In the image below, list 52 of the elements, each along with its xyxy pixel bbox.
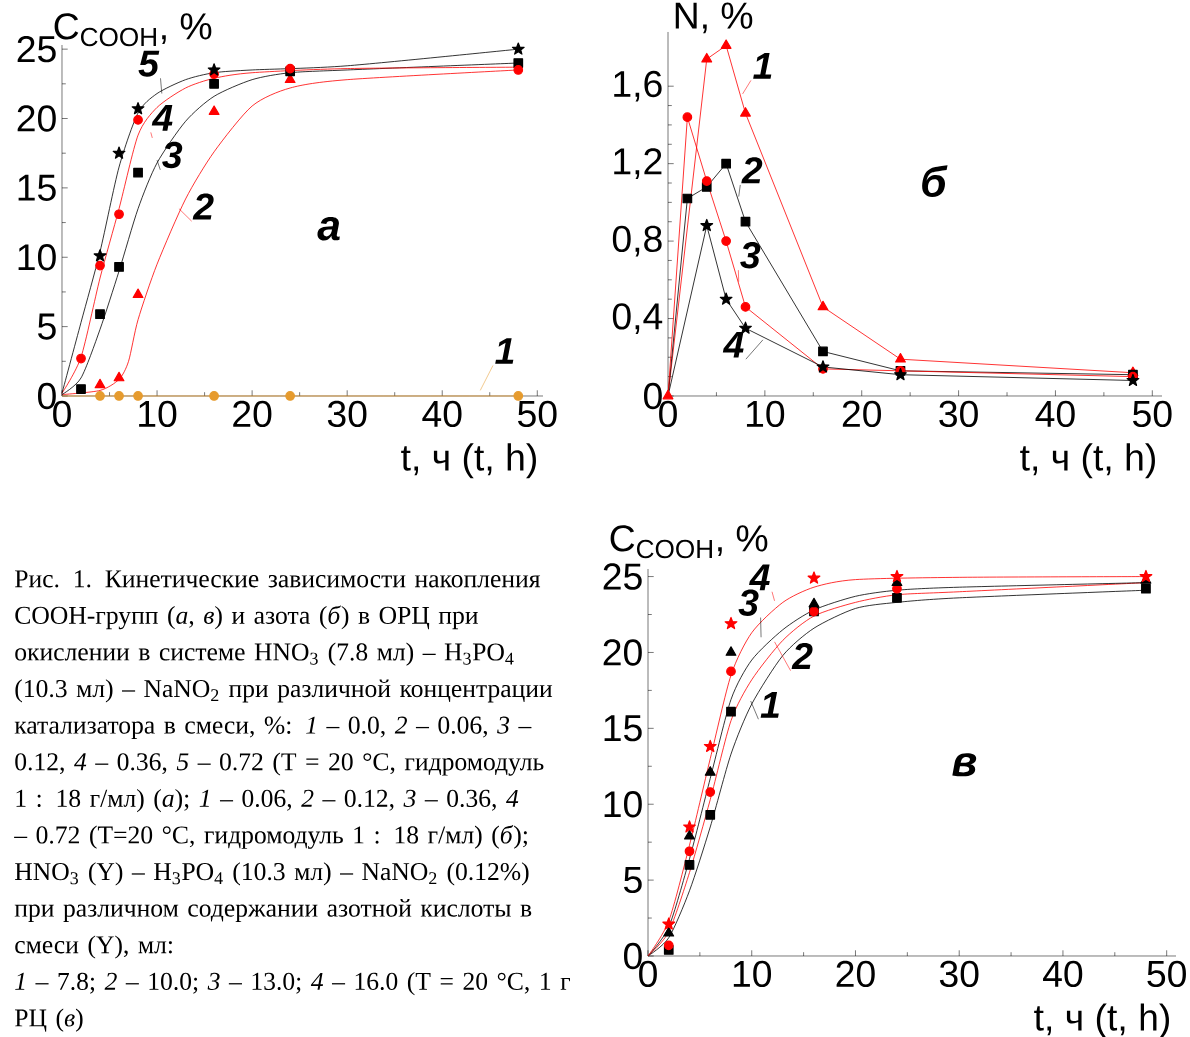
y-axis-title: N, % — [675, 2, 753, 34]
text: Рис. 1. Кинетические зависимости накопления СООН-групп (а, в) и азота (б) в ОРЦ при окислении в системе HNO$_{3}$ (7.8 мл) – H$_{3}$PO$_{4}$ (10.3 мл) – NaNO$_{2}$ при различной концентрации катализатора в смеси, %: 1 – 0.0, 2 – 0.06, 3 – 0.12, 4 – 0.36, 5 – 0.72 (T = 20 °C, гидромодуль 1 : 18 г/мл) (а); 1 – 0.06, 2 – 0.12, 3 – 0.36, 4 – 0.72 (T=20 °C, гидромодуль 1 : 18 г/мл) (б); HNO$_{3}$ (Y) – H$_{3}$PO$_{4}$ (10.3 мл) – NaNO$_{2}$ (0.12%) при различном содержании азотной кислоты в смеси (Y), мл: — [14, 570, 553, 959]
legend-label: 3 — [162, 141, 183, 169]
x-tick-label: 30 — [327, 400, 367, 428]
y-axis-title: C$_{COOH}$, % — [54, 13, 212, 47]
y-tick-label: 1,6 — [614, 70, 662, 102]
y-tick-label: 20 — [17, 105, 56, 132]
annotation: б — [922, 165, 948, 197]
x-axis-title: t, ч (t, h) — [401, 443, 536, 479]
legend-label: 2 — [741, 157, 763, 184]
x-tick-label: 20 — [836, 960, 875, 988]
y-tick-label: 0,8 — [612, 225, 662, 257]
series-label: 2 — [791, 643, 813, 670]
y-tick-label: 25 — [17, 35, 56, 63]
legend-label: 2 — [192, 193, 214, 220]
x-tick-label: 30 — [939, 400, 978, 428]
y-tick-label: 0,4 — [612, 303, 663, 334]
text: 1 – 7.8; 2 – 10.0; 3 – 13.0; 4 – 16.0 (T = 20 °C, 1 г РЦ (в) — [15, 971, 570, 1032]
x-tick-label: 20 — [842, 400, 882, 428]
y-tick-label: 15 — [604, 715, 642, 742]
y-tick-label: 10 — [18, 244, 56, 271]
x-tick-label: 10 — [746, 400, 785, 428]
legend-label: 4 — [749, 564, 770, 591]
annotation: а — [317, 217, 340, 241]
legend-label: 3 — [740, 242, 761, 269]
y-tick-label: 5 — [38, 313, 56, 340]
x-tick-label: 50 — [518, 400, 557, 428]
y-tick-label: 1,2 — [614, 148, 662, 180]
legend-label: 5 — [138, 50, 160, 77]
y-tick-label: 5 — [624, 867, 642, 894]
x-tick-label: 50 — [1133, 400, 1172, 428]
annotation: в — [952, 753, 977, 777]
x-tick-label: 10 — [733, 960, 772, 988]
legend-label: 3 — [738, 589, 759, 616]
series-label: 1 — [495, 338, 514, 364]
y-tick-label: 15 — [18, 174, 56, 201]
x-tick-label: 40 — [1035, 400, 1075, 428]
y-tick-label: 20 — [603, 639, 642, 666]
y-tick-label: 25 — [603, 563, 642, 590]
x-axis-title: t, ч (t, h) — [1020, 443, 1155, 479]
legend-label: 4 — [151, 105, 173, 131]
x-tick-label: 40 — [422, 400, 462, 428]
x-tick-label: 10 — [139, 400, 177, 428]
y-axis-title: C$_{COOH}$, % — [610, 525, 768, 559]
x-tick-label: 30 — [939, 960, 979, 988]
x-tick-label: 50 — [1147, 960, 1186, 988]
y-tick-label: 10 — [604, 791, 642, 818]
series-label: 1 — [760, 691, 779, 718]
x-tick-label: 20 — [233, 400, 272, 428]
x-tick-label: 40 — [1043, 960, 1083, 988]
series-label: 4 — [722, 331, 744, 358]
legend-label: 1 — [753, 53, 772, 79]
